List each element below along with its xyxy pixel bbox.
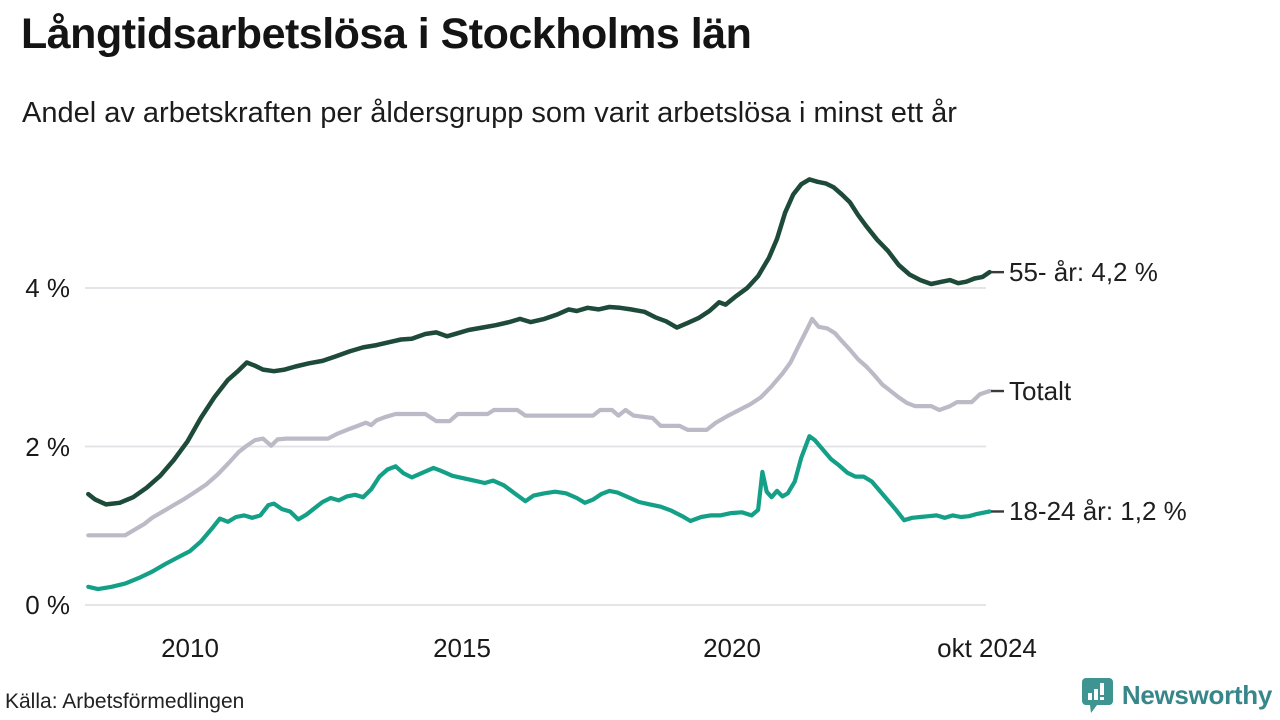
series-label-totalt: Totalt bbox=[1009, 376, 1072, 407]
bar-small bbox=[1087, 693, 1092, 700]
x-axis-tick-okt-2024: okt 2024 bbox=[937, 633, 1037, 663]
exclamation-dot bbox=[1099, 697, 1104, 700]
series-label-18-24-ar: 18-24 år: 1,2 % bbox=[1009, 496, 1187, 527]
y-axis-tick-2pct: 2 % bbox=[25, 432, 70, 462]
newsworthy-logo: Newsworthy bbox=[1081, 677, 1272, 714]
x-axis-tick-2020: 2020 bbox=[703, 633, 761, 663]
newsworthy-wordmark: Newsworthy bbox=[1121, 680, 1272, 710]
series-line-55- år bbox=[86, 177, 992, 507]
exclamation-bar bbox=[1099, 683, 1104, 695]
source-caption: Källa: Arbetsförmedlingen bbox=[5, 690, 245, 713]
y-axis-tick-0pct: 0 % bbox=[25, 590, 70, 620]
x-axis-tick-2015: 2015 bbox=[433, 633, 491, 663]
series-label-55-ar: 55- år: 4,2 % bbox=[1009, 257, 1158, 288]
newsworthy-pin-icon bbox=[1081, 678, 1113, 713]
series-line-Totalt bbox=[86, 316, 992, 538]
bar-medium bbox=[1093, 689, 1098, 700]
page-title: Långtidsarbetslösa i Stockholms län bbox=[21, 10, 752, 58]
x-axis-tick-2010: 2010 bbox=[161, 633, 219, 663]
y-axis-tick-4pct: 4 % bbox=[25, 273, 70, 303]
chart-subtitle: Andel av arbetskraften per åldersgrupp s… bbox=[22, 97, 957, 129]
series-line-18-24 år bbox=[86, 434, 992, 592]
